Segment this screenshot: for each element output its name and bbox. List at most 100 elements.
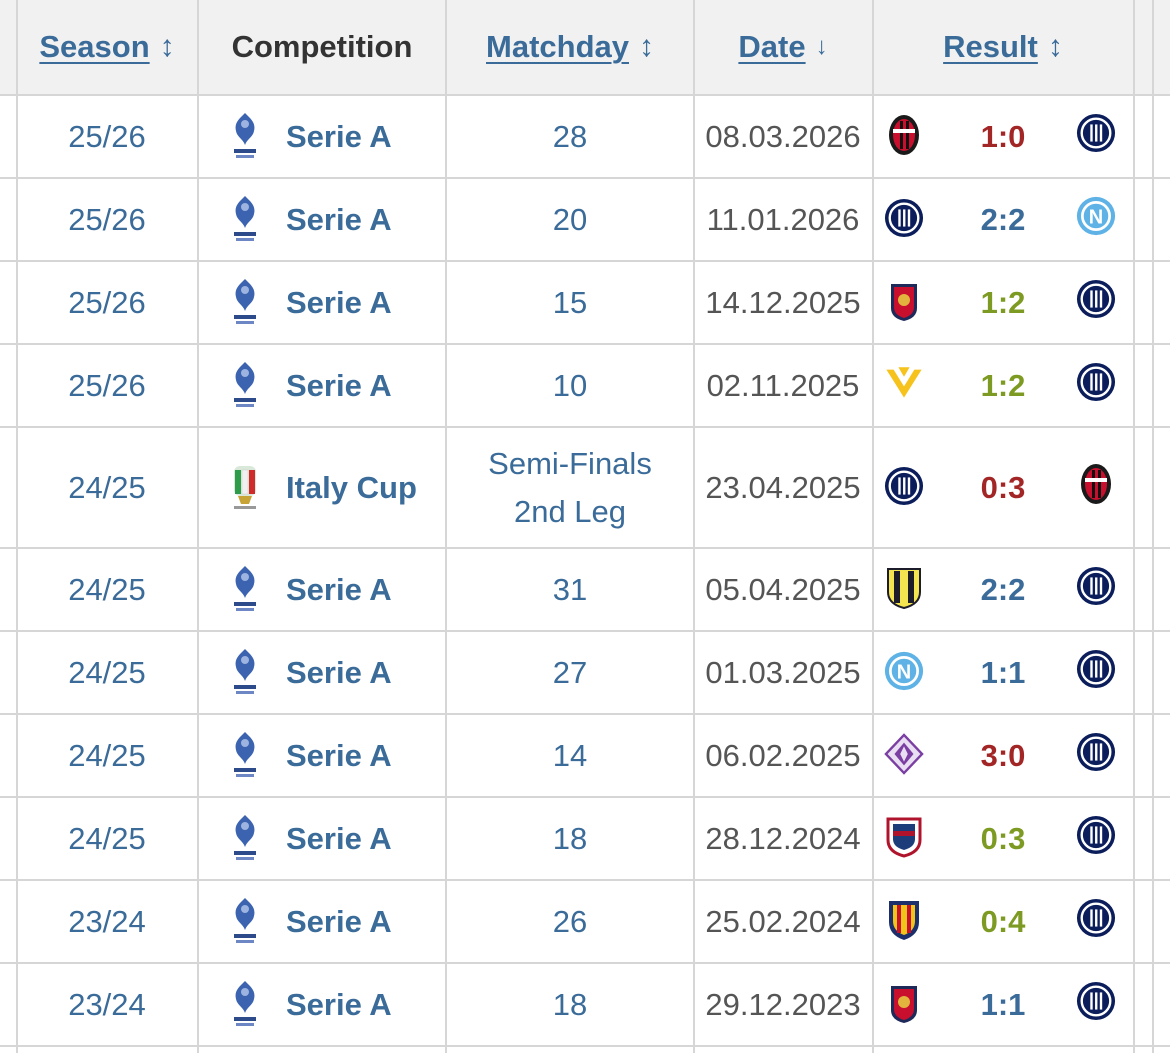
parma-crest-icon[interactable]	[884, 566, 924, 610]
competition-link[interactable]: Serie A	[286, 571, 392, 607]
inter-crest-icon[interactable]	[1076, 564, 1116, 608]
sort-icon[interactable]: ↕	[159, 30, 175, 63]
table-row[interactable]: 25/26 Serie A 28 08.03.2026 1:0	[0, 96, 1170, 179]
result-score-link[interactable]: 0:3	[980, 469, 1026, 505]
napoli-crest-icon[interactable]: N	[884, 649, 924, 693]
date-cell: 14.12.2025	[694, 262, 872, 343]
result-score-link[interactable]: 1:1	[980, 654, 1026, 690]
table-row[interactable]: 25/26 Serie A 10 02.11.2025 1:2	[0, 345, 1170, 428]
inter-crest-icon[interactable]	[1076, 813, 1116, 857]
table-row[interactable]: 24/25 Serie A 14 06.02.2025 3:0	[0, 715, 1170, 798]
season-header[interactable]: Season ↕	[16, 0, 198, 94]
serie-a-logo-icon[interactable]	[228, 194, 262, 246]
inter-crest-icon[interactable]	[884, 196, 924, 240]
inter-crest-icon[interactable]	[1076, 730, 1116, 774]
date-header[interactable]: Date ↓	[694, 0, 872, 94]
genoa-crest-icon[interactable]	[884, 279, 924, 323]
inter-crest-icon[interactable]	[1076, 979, 1116, 1023]
date-sort-link[interactable]: Date	[738, 29, 806, 64]
competition-cell[interactable]: Serie A	[198, 96, 446, 177]
competition-cell[interactable]: Serie A	[198, 262, 446, 343]
competition-link[interactable]: Serie A	[286, 903, 392, 939]
matchday-cell: 26	[446, 881, 694, 962]
result-score-link[interactable]: 3:0	[980, 737, 1026, 773]
table-row[interactable]: 25/26 Serie A 20 11.01.2026 2:2 N	[0, 179, 1170, 262]
serie-a-logo-icon[interactable]	[228, 564, 262, 616]
competition-link[interactable]: Italy Cup	[286, 469, 417, 505]
table-row[interactable]: 23/24 Serie A 18 29.12.2023 1:1	[0, 964, 1170, 1047]
sort-desc-icon[interactable]: ↓	[815, 33, 828, 60]
serie-a-logo-icon[interactable]	[228, 647, 262, 699]
serie-a-logo-icon[interactable]	[228, 360, 262, 412]
ac-milan-crest-icon[interactable]	[1076, 462, 1116, 506]
inter-crest-icon[interactable]	[1076, 111, 1116, 155]
season-value: 24/25	[68, 469, 146, 505]
serie-a-logo-icon[interactable]	[228, 813, 262, 865]
season-cell: 25/26	[16, 262, 198, 343]
inter-crest-icon[interactable]	[1076, 277, 1116, 321]
result-header[interactable]: Result ↕	[872, 0, 1134, 94]
table-row[interactable]: 24/25 Italy Cup Semi-Finals 2nd Leg 23.04.2…	[0, 428, 1170, 549]
result-score-link[interactable]: 0:4	[980, 903, 1026, 939]
table-row[interactable]: 25/26 Serie A 15 14.12.2025 1:2	[0, 262, 1170, 345]
serie-a-logo-icon[interactable]	[228, 730, 262, 782]
result-score-link[interactable]: 2:2	[980, 571, 1026, 607]
sort-icon[interactable]: ↕	[1047, 30, 1063, 63]
competition-link[interactable]: Serie A	[286, 284, 392, 320]
column-divider	[1152, 0, 1154, 1053]
table-row[interactable]: 23/24 Serie A 26 25.02.2024 0:4	[0, 881, 1170, 964]
serie-a-logo-icon[interactable]	[228, 277, 262, 329]
fiorentina-crest-icon[interactable]	[884, 732, 924, 776]
napoli-crest-icon[interactable]: N	[1076, 194, 1116, 238]
competition-link[interactable]: Serie A	[286, 367, 392, 403]
competition-link[interactable]: Serie A	[286, 986, 392, 1022]
date-cell: 05.04.2025	[694, 549, 872, 630]
matchday-header[interactable]: Matchday ↕	[446, 0, 694, 94]
table-row[interactable]: 24/25 Serie A 27 01.03.2025 N 1:1	[0, 632, 1170, 715]
table-row[interactable]: 24/25 Serie A 18 28.12.2024 0:3	[0, 798, 1170, 881]
result-score-link[interactable]: 1:2	[980, 367, 1026, 403]
competition-link[interactable]: Serie A	[286, 654, 392, 690]
competition-cell[interactable]: Serie A	[198, 715, 446, 796]
result-cell: 0:3	[872, 798, 1134, 879]
result-score-link[interactable]: 0:3	[980, 820, 1026, 856]
date-value: 25.02.2024	[705, 903, 861, 939]
matchday-sort-link[interactable]: Matchday	[486, 29, 629, 64]
competition-cell[interactable]: Serie A	[198, 345, 446, 426]
competition-link[interactable]: Serie A	[286, 820, 392, 856]
result-score-link[interactable]: 1:1	[980, 986, 1026, 1022]
ac-milan-crest-icon[interactable]	[884, 113, 924, 157]
competition-cell[interactable]: Italy Cup	[198, 428, 446, 547]
competition-cell[interactable]: Serie A	[198, 549, 446, 630]
serie-a-logo-icon[interactable]	[228, 111, 262, 163]
cagliari-crest-icon[interactable]	[884, 815, 924, 859]
competition-cell[interactable]: Serie A	[198, 798, 446, 879]
competition-link[interactable]: Serie A	[286, 118, 392, 154]
competition-cell[interactable]: Serie A	[198, 632, 446, 713]
coppa-italia-logo-icon[interactable]	[228, 462, 262, 514]
competition-cell[interactable]: Serie A	[198, 179, 446, 260]
genoa-crest-icon[interactable]	[884, 981, 924, 1025]
inter-crest-icon[interactable]	[884, 464, 924, 508]
competition-cell[interactable]: Serie A	[198, 881, 446, 962]
inter-crest-icon[interactable]	[1076, 896, 1116, 940]
competition-link[interactable]: Serie A	[286, 201, 392, 237]
table-row[interactable]: 24/25 Serie A 31 05.04.2025 2:2	[0, 549, 1170, 632]
date-cell: 25.02.2024	[694, 881, 872, 962]
column-divider	[16, 0, 18, 1053]
competition-link[interactable]: Serie A	[286, 737, 392, 773]
result-sort-link[interactable]: Result	[943, 29, 1038, 64]
sort-icon[interactable]: ↕	[638, 30, 654, 63]
lecce-crest-icon[interactable]	[884, 898, 924, 942]
serie-a-logo-icon[interactable]	[228, 979, 262, 1031]
serie-a-logo-icon[interactable]	[228, 896, 262, 948]
result-score-link[interactable]: 1:2	[980, 284, 1026, 320]
season-sort-link[interactable]: Season	[39, 29, 150, 64]
result-score-link[interactable]: 2:2	[980, 201, 1026, 237]
verona-crest-icon[interactable]	[884, 362, 924, 406]
inter-crest-icon[interactable]	[1076, 360, 1116, 404]
matchday-value: 27	[552, 654, 588, 690]
inter-crest-icon[interactable]	[1076, 647, 1116, 691]
competition-cell[interactable]: Serie A	[198, 964, 446, 1045]
result-score-link[interactable]: 1:0	[980, 118, 1026, 154]
